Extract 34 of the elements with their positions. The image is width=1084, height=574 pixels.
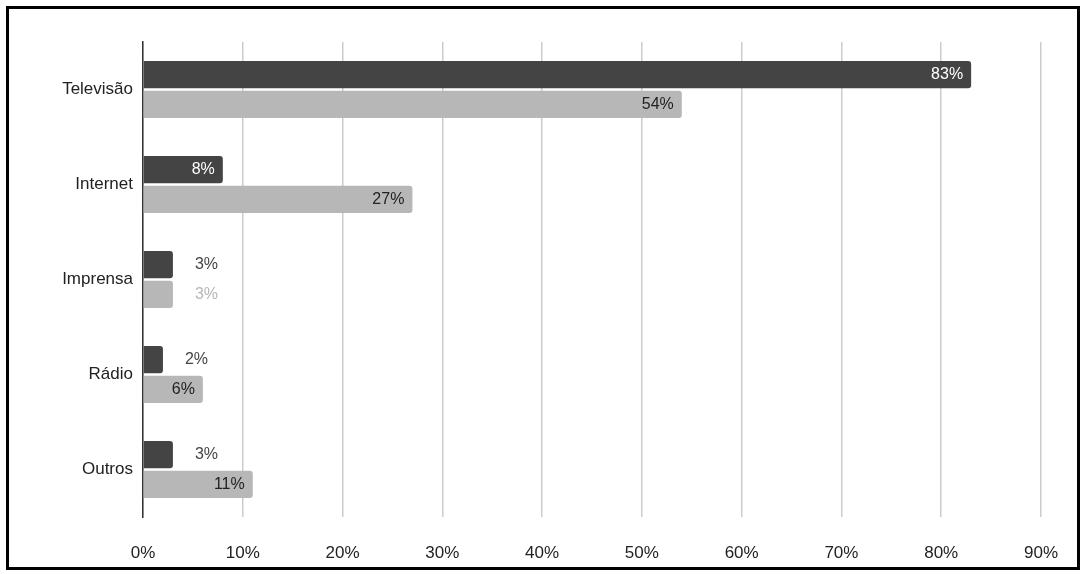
data-label: 3% [194, 444, 219, 462]
data-label: 2% [184, 349, 209, 367]
y-tick-label: Televisão [62, 79, 133, 99]
y-tick-label: Outros [81, 459, 133, 479]
bar [143, 155, 223, 184]
x-tick-label: 30% [425, 542, 460, 562]
x-tick-label: 0% [130, 542, 156, 562]
y-tick-label: Internet [75, 174, 134, 194]
data-label: 83% [931, 64, 964, 82]
bar [143, 280, 173, 309]
x-tick-label: 90% [1023, 542, 1058, 562]
bar [143, 250, 173, 279]
y-tick-label: Imprensa [62, 269, 134, 289]
data-label: 3% [194, 284, 219, 302]
bar [143, 60, 972, 89]
x-tick-label: 20% [325, 542, 360, 562]
bar [143, 90, 682, 119]
x-tick-label: 50% [624, 542, 659, 562]
x-tick-label: 10% [225, 542, 260, 562]
data-label: 8% [191, 159, 215, 177]
bar [143, 185, 413, 214]
x-tick-label: 70% [824, 542, 859, 562]
bar [143, 345, 163, 374]
data-label: 6% [171, 379, 195, 397]
x-tick-label: 40% [525, 542, 560, 562]
data-label: 27% [372, 189, 405, 207]
bar [143, 440, 173, 469]
data-label: 11% [213, 474, 245, 492]
data-label: 3% [194, 254, 219, 272]
x-tick-label: 60% [724, 542, 759, 562]
bar [143, 470, 253, 499]
y-tick-label: Rádio [88, 364, 133, 384]
data-label: 54% [641, 94, 674, 112]
x-tick-label: 80% [924, 542, 959, 562]
